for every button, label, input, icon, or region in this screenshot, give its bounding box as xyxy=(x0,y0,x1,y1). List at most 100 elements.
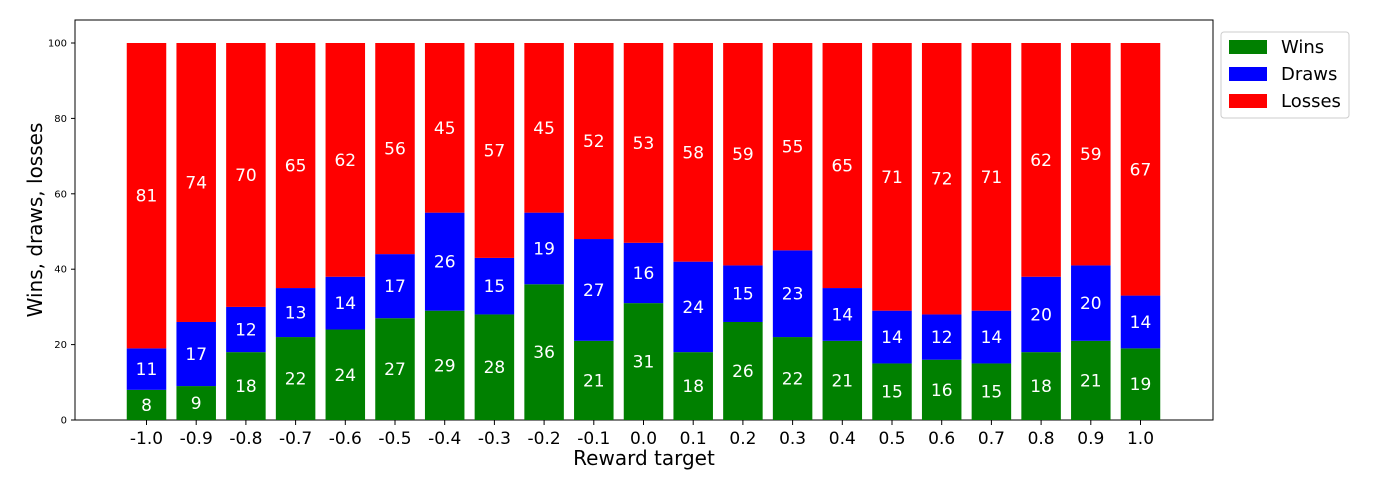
bar-draws--1.0 xyxy=(126,348,167,390)
bar-label-losses: 65 xyxy=(285,157,307,177)
bar-label-draws: 24 xyxy=(682,298,704,318)
bar-label-wins: 22 xyxy=(782,370,804,390)
bar-label-wins: 31 xyxy=(633,353,655,373)
bar-label-draws: 23 xyxy=(782,285,804,305)
bar-losses--0.2 xyxy=(524,43,564,213)
bar-draws--0.4 xyxy=(424,212,465,311)
bar-label-wins: 21 xyxy=(831,371,853,391)
bar-label-draws: 17 xyxy=(185,345,207,365)
bar-wins-0.4 xyxy=(822,340,863,420)
x-tick-label: 0.0 xyxy=(630,429,657,449)
bar-draws--0.3 xyxy=(474,257,515,315)
x-axis-ticks: -1.0 -0.9 -0.8 -0.7 -0.6 -0.5 -0.4 -0.3 -0.2 -0.1… xyxy=(130,420,1154,449)
bar-label-wins: 15 xyxy=(981,383,1003,403)
bar-losses-0.4 xyxy=(822,43,863,289)
bar-draws--0.1 xyxy=(574,239,614,341)
bar-label-losses: 65 xyxy=(831,157,853,177)
bar-losses-0.8 xyxy=(1021,43,1061,277)
bar-draws--0.6 xyxy=(325,276,366,330)
y-axis-ticks: 0 20 40 60 80 100 xyxy=(48,39,75,427)
x-tick-label: -0.3 xyxy=(478,429,511,449)
bar-wins-0.3 xyxy=(772,337,813,420)
bar-draws-0.7 xyxy=(971,310,1012,364)
bar-draws-0.8 xyxy=(1021,276,1061,353)
bar-draws--0.7 xyxy=(275,288,316,338)
bar-losses--0.3 xyxy=(474,43,515,258)
bar-label-wins: 27 xyxy=(384,360,406,380)
bar-label-draws: 14 xyxy=(1130,313,1152,333)
bar-label-draws: 12 xyxy=(931,328,953,348)
bar-label-draws: 13 xyxy=(285,304,307,324)
bar-losses-0.0 xyxy=(623,43,664,243)
bar-label-losses: 59 xyxy=(732,145,754,165)
bar-wins-0.7 xyxy=(971,363,1012,420)
x-tick-label: 0.5 xyxy=(878,429,905,449)
bar-wins--0.6 xyxy=(325,329,366,420)
x-tick-label: 0.6 xyxy=(928,429,955,449)
bar-losses--0.7 xyxy=(275,43,316,289)
x-tick-label: 0.3 xyxy=(779,429,806,449)
bar-label-wins: 18 xyxy=(682,377,704,397)
bar-label-wins: 9 xyxy=(191,394,202,414)
bar-label-draws: 26 xyxy=(434,253,456,273)
bar-losses--0.1 xyxy=(574,43,614,240)
bar-label-draws: 20 xyxy=(1030,305,1052,325)
bar-label-draws: 14 xyxy=(881,328,903,348)
bar-losses--0.5 xyxy=(375,43,415,255)
x-tick-label: -0.8 xyxy=(229,429,262,449)
bar-label-draws: 27 xyxy=(583,281,605,301)
y-tick-label: 100 xyxy=(48,39,67,50)
x-tick-label: -0.7 xyxy=(279,429,312,449)
bar-draws-0.3 xyxy=(772,250,813,338)
legend-swatch-draws xyxy=(1229,67,1267,81)
y-tick-label: 40 xyxy=(54,265,67,276)
bar-wins-0.8 xyxy=(1021,352,1061,420)
bar-losses--0.8 xyxy=(226,43,266,307)
bar-label-losses: 81 xyxy=(136,187,158,207)
bar-label-wins: 19 xyxy=(1130,375,1152,395)
bar-label-draws: 11 xyxy=(136,360,158,380)
bar-label-draws: 20 xyxy=(1080,294,1102,314)
y-axis-label: Wins, draws, losses xyxy=(23,123,47,318)
legend-label-losses: Losses xyxy=(1281,91,1341,112)
legend-swatch-wins xyxy=(1229,40,1267,54)
bar-losses-0.5 xyxy=(872,43,912,311)
bar-label-wins: 18 xyxy=(1030,377,1052,397)
bar-label-draws: 16 xyxy=(633,264,655,284)
bar-label-losses: 52 xyxy=(583,132,605,152)
bar-label-losses: 57 xyxy=(484,141,506,161)
bar-wins-0.1 xyxy=(673,352,713,420)
bar-wins-0.2 xyxy=(723,321,763,420)
bar-label-losses: 74 xyxy=(185,173,207,193)
bar-label-wins: 18 xyxy=(235,377,257,397)
x-tick-label: 0.1 xyxy=(680,429,707,449)
bar-label-draws: 17 xyxy=(384,277,406,297)
y-tick-label: 80 xyxy=(54,114,67,125)
bar-draws-1.0 xyxy=(1120,295,1161,349)
bar-losses-0.6 xyxy=(921,43,962,315)
bar-losses-0.2 xyxy=(723,43,763,266)
bar-label-draws: 12 xyxy=(235,321,257,341)
y-tick-label: 20 xyxy=(54,340,67,351)
bar-label-losses: 45 xyxy=(533,119,555,139)
bar-label-wins: 29 xyxy=(434,356,456,376)
bar-draws--0.9 xyxy=(176,321,216,387)
x-tick-label: 0.8 xyxy=(1028,429,1055,449)
bar-wins-1.0 xyxy=(1120,348,1161,420)
x-tick-label: 0.7 xyxy=(978,429,1005,449)
bar-wins-0.0 xyxy=(623,303,664,420)
bar-label-wins: 8 xyxy=(141,396,152,416)
x-tick-label: 0.2 xyxy=(729,429,756,449)
bar-wins-0.5 xyxy=(872,363,912,420)
bar-label-wins: 21 xyxy=(583,371,605,391)
bar-draws-0.4 xyxy=(822,288,863,341)
bar-label-losses: 59 xyxy=(1080,145,1102,165)
x-tick-label: -1.0 xyxy=(130,429,163,449)
bar-losses--0.6 xyxy=(325,43,366,277)
bar-wins--0.3 xyxy=(474,314,515,420)
bar-draws-0.1 xyxy=(673,261,713,353)
bar-losses-0.7 xyxy=(971,43,1012,311)
y-tick-label: 0 xyxy=(61,416,67,427)
bar-label-wins: 21 xyxy=(1080,371,1102,391)
